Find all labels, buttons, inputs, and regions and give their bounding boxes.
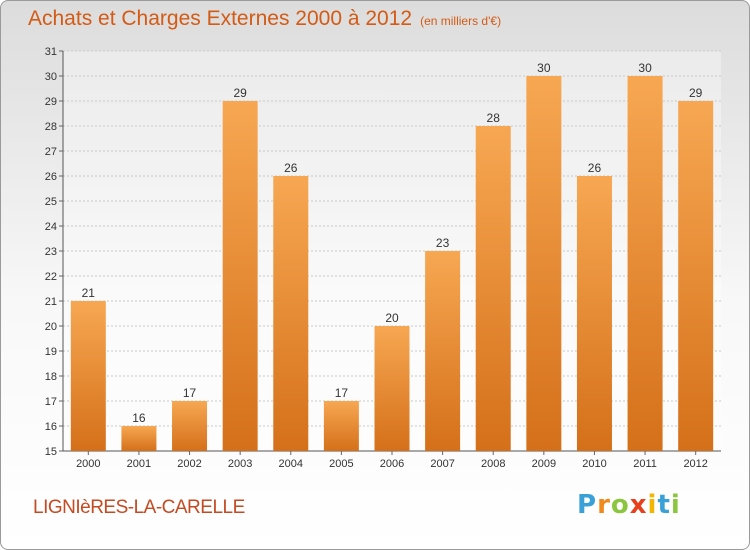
bar bbox=[475, 126, 511, 451]
proxiti-logo[interactable]: Proxiti bbox=[577, 490, 681, 520]
logo-letter: t bbox=[657, 490, 671, 520]
x-tick-label: 2009 bbox=[532, 458, 556, 470]
y-tick-label: 24 bbox=[45, 221, 57, 233]
commune-name: LIGNIèRES-LA-CARELLE bbox=[33, 497, 245, 518]
x-tick-label: 2011 bbox=[633, 458, 657, 470]
logo-letter: x bbox=[629, 490, 648, 520]
bar bbox=[678, 101, 714, 451]
y-tick-label: 27 bbox=[45, 146, 57, 158]
data-label: 23 bbox=[436, 236, 450, 250]
data-label: 26 bbox=[284, 161, 298, 175]
y-tick-label: 17 bbox=[45, 396, 57, 408]
y-tick-label: 16 bbox=[45, 421, 57, 433]
y-tick-label: 22 bbox=[45, 271, 57, 283]
x-tick-label: 2001 bbox=[127, 458, 151, 470]
bar bbox=[222, 101, 258, 451]
y-tick-label: 25 bbox=[45, 196, 57, 208]
data-label: 17 bbox=[335, 386, 349, 400]
chart-subtitle: (en milliers d'€) bbox=[420, 14, 502, 28]
chart-title-text: Achats et Charges Externes 2000 à 2012 bbox=[28, 7, 413, 30]
data-label: 20 bbox=[385, 311, 399, 325]
y-tick-label: 18 bbox=[45, 371, 57, 383]
y-tick-label: 23 bbox=[45, 246, 57, 258]
bar bbox=[627, 76, 663, 451]
y-tick-label: 29 bbox=[45, 96, 57, 108]
y-tick-label: 20 bbox=[45, 321, 57, 333]
x-tick-label: 2012 bbox=[683, 458, 707, 470]
bar bbox=[273, 176, 309, 451]
bar bbox=[121, 426, 157, 451]
x-tick-label: 2005 bbox=[329, 458, 353, 470]
x-tick-label: 2006 bbox=[380, 458, 404, 470]
y-tick-label: 15 bbox=[45, 446, 57, 458]
x-tick-label: 2003 bbox=[228, 458, 252, 470]
x-tick-label: 2002 bbox=[177, 458, 201, 470]
logo-letter: o bbox=[610, 490, 630, 520]
bar bbox=[576, 176, 612, 451]
y-tick-label: 28 bbox=[45, 121, 57, 133]
y-tick-label: 19 bbox=[45, 346, 57, 358]
bar bbox=[526, 76, 562, 451]
bar bbox=[374, 326, 410, 451]
data-label: 30 bbox=[638, 61, 652, 75]
bar bbox=[323, 401, 359, 451]
bar bbox=[425, 251, 461, 451]
y-tick-label: 21 bbox=[45, 296, 57, 308]
data-label: 29 bbox=[233, 86, 247, 100]
data-label: 21 bbox=[82, 286, 96, 300]
data-label: 26 bbox=[588, 161, 602, 175]
bar bbox=[172, 401, 208, 451]
y-tick-label: 31 bbox=[45, 46, 57, 58]
logo-letter: i bbox=[647, 490, 658, 520]
logo-letter: P bbox=[577, 490, 598, 520]
chart-title: Achats et Charges Externes 2000 à 2012 (e… bbox=[28, 7, 501, 31]
y-tick-label: 30 bbox=[45, 71, 57, 83]
x-tick-label: 2008 bbox=[481, 458, 505, 470]
x-tick-label: 2007 bbox=[430, 458, 454, 470]
data-label: 16 bbox=[132, 411, 146, 425]
x-tick-label: 2004 bbox=[279, 458, 303, 470]
data-label: 30 bbox=[537, 61, 551, 75]
data-label: 17 bbox=[183, 386, 197, 400]
x-tick-label: 2010 bbox=[582, 458, 606, 470]
data-label: 28 bbox=[487, 111, 501, 125]
logo-letter: r bbox=[597, 490, 611, 520]
y-tick-label: 26 bbox=[45, 171, 57, 183]
x-tick-label: 2000 bbox=[76, 458, 100, 470]
bar bbox=[70, 301, 106, 451]
data-label: 29 bbox=[689, 86, 703, 100]
logo-letter: i bbox=[670, 490, 681, 520]
